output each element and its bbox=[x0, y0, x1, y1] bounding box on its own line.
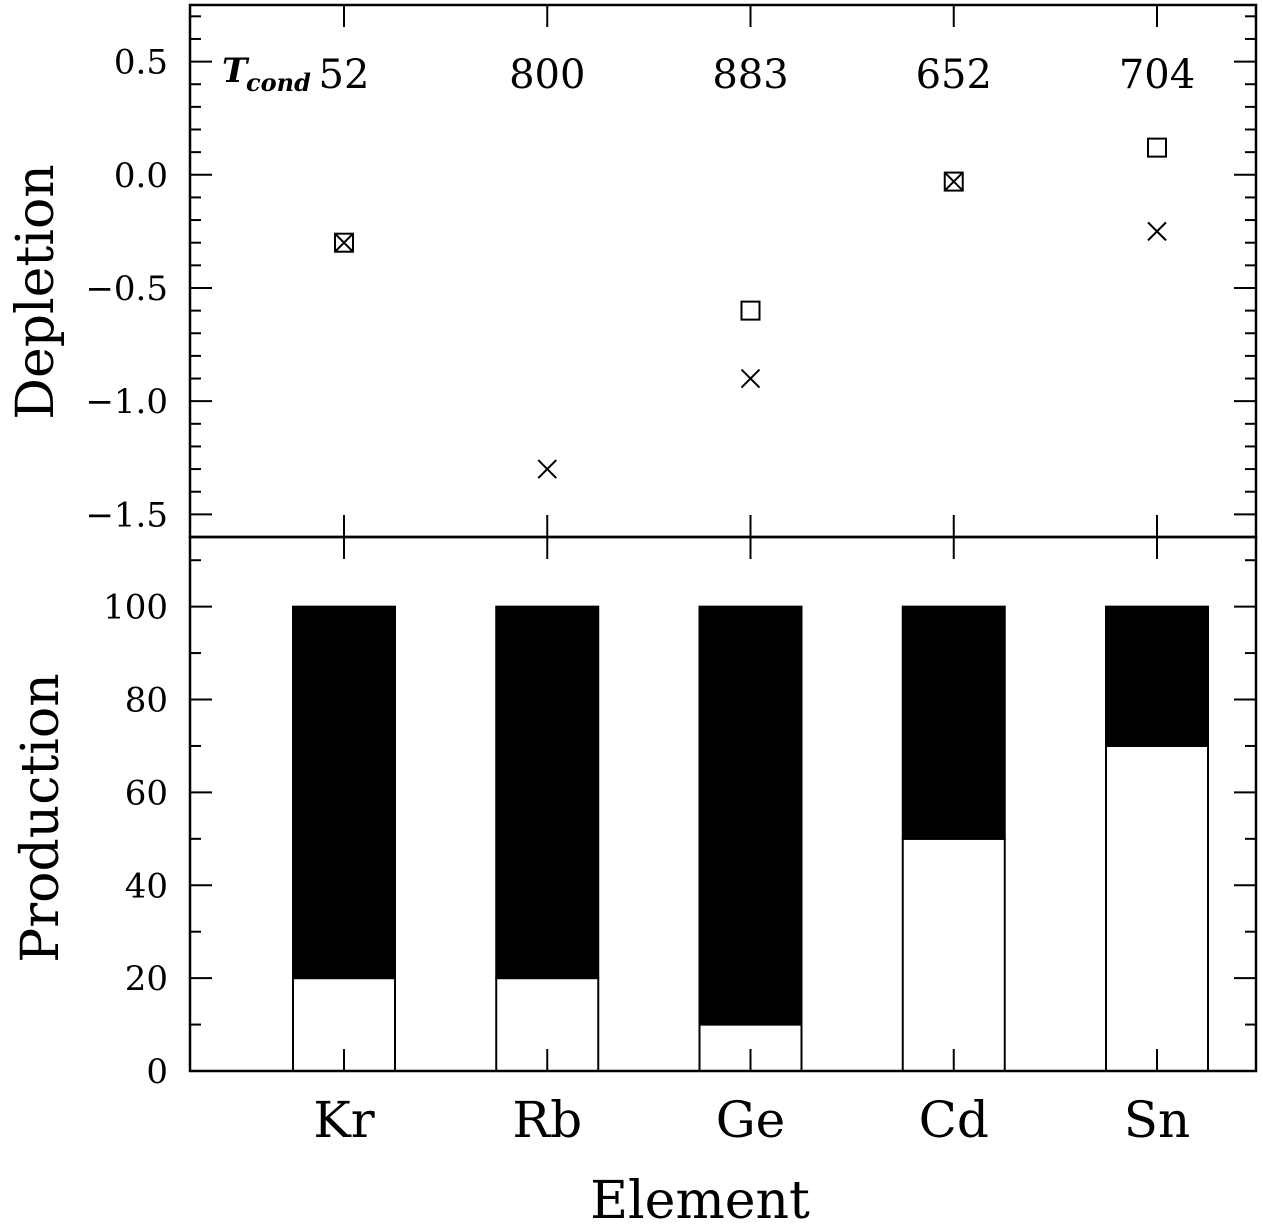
production-plot-frame bbox=[188, 535, 1258, 1073]
element-category-label: Rb bbox=[512, 1091, 582, 1149]
tcond-value: 652 bbox=[916, 52, 992, 98]
bar-white-segment bbox=[901, 837, 1006, 1073]
tcond-value: 704 bbox=[1119, 52, 1195, 98]
production-y-tick-label: 0 bbox=[146, 1052, 168, 1092]
bar-black-segment bbox=[495, 605, 600, 980]
cross-marker bbox=[537, 459, 557, 479]
bar-black-segment bbox=[901, 605, 1006, 840]
element-axis-title: Element bbox=[590, 1171, 810, 1228]
production-axis-title: Production bbox=[11, 673, 71, 962]
tcond-label: T bbox=[222, 51, 250, 91]
production-y-tick-label: 20 bbox=[125, 959, 168, 999]
square-marker bbox=[943, 171, 964, 192]
depletion-axis-title: Depletion bbox=[6, 164, 66, 419]
production-y-tick-label: 100 bbox=[103, 588, 168, 628]
production-y-tick-label: 40 bbox=[125, 866, 168, 906]
bar-black-segment bbox=[1105, 605, 1209, 747]
depletion-y-tick-label: −1.5 bbox=[85, 495, 168, 535]
bar-black-segment bbox=[292, 605, 396, 980]
square-marker bbox=[334, 232, 354, 253]
square-marker bbox=[1147, 137, 1167, 158]
cross-marker bbox=[334, 232, 354, 253]
cross-marker bbox=[1147, 221, 1167, 242]
element-category-label: Kr bbox=[313, 1091, 374, 1149]
tcond-value: 883 bbox=[712, 52, 788, 98]
production-y-tick-label: 60 bbox=[125, 773, 168, 813]
bar-white-segment bbox=[1105, 744, 1209, 1073]
cross-marker bbox=[740, 368, 761, 389]
depletion-y-tick-label: 0.5 bbox=[114, 43, 168, 83]
depletion-y-tick-label: 0.0 bbox=[114, 156, 168, 196]
production-y-tick-label: 80 bbox=[125, 681, 168, 721]
axis-titles: Depletion Production Element bbox=[6, 164, 810, 1228]
element-category-label: Sn bbox=[1124, 1091, 1190, 1149]
square-marker bbox=[740, 300, 761, 321]
element-category-label: Ge bbox=[716, 1091, 786, 1149]
tcond-subscript: cond bbox=[246, 68, 311, 97]
cross-marker bbox=[944, 171, 964, 192]
element-category-label: Cd bbox=[919, 1091, 989, 1149]
depletion-y-tick-label: −1.0 bbox=[85, 382, 168, 422]
production-panel: Kr Rb Ge Cd Sn 0 20 40 60 80 100 bbox=[103, 535, 1258, 1149]
bar-black-segment bbox=[698, 605, 803, 1026]
tcond-value: 800 bbox=[509, 52, 585, 98]
tcond-value: 52 bbox=[319, 52, 370, 98]
depletion-y-tick-label: −0.5 bbox=[85, 269, 168, 309]
